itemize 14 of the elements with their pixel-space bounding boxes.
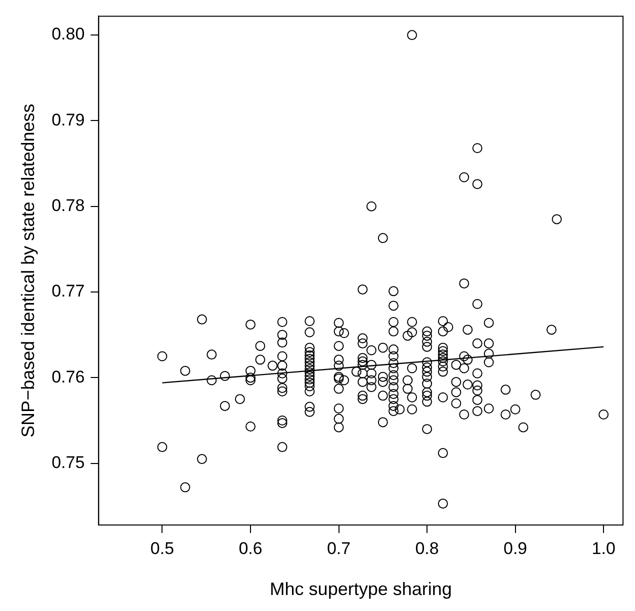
x-tick-label: 0.5: [150, 538, 174, 558]
y-axis-title: SNP−based identical by state relatedness: [18, 104, 38, 438]
y-tick-label: 0.75: [52, 453, 85, 472]
x-tick-label: 0.6: [238, 538, 262, 558]
x-tick-label: 1.0: [592, 538, 616, 558]
x-tick-label: 0.8: [415, 538, 439, 558]
x-axis-title: Mhc supertype sharing: [270, 579, 452, 600]
y-tick-label: 0.79: [52, 110, 85, 130]
y-tick-label: 0.77: [52, 282, 85, 301]
y-tick-label: 0.78: [52, 196, 85, 216]
y-tick-label: 0.80: [52, 24, 85, 44]
y-tick-label: 0.76: [52, 367, 85, 386]
x-tick-label: 0.7: [326, 538, 351, 558]
x-tick-label: 0.9: [503, 538, 528, 558]
